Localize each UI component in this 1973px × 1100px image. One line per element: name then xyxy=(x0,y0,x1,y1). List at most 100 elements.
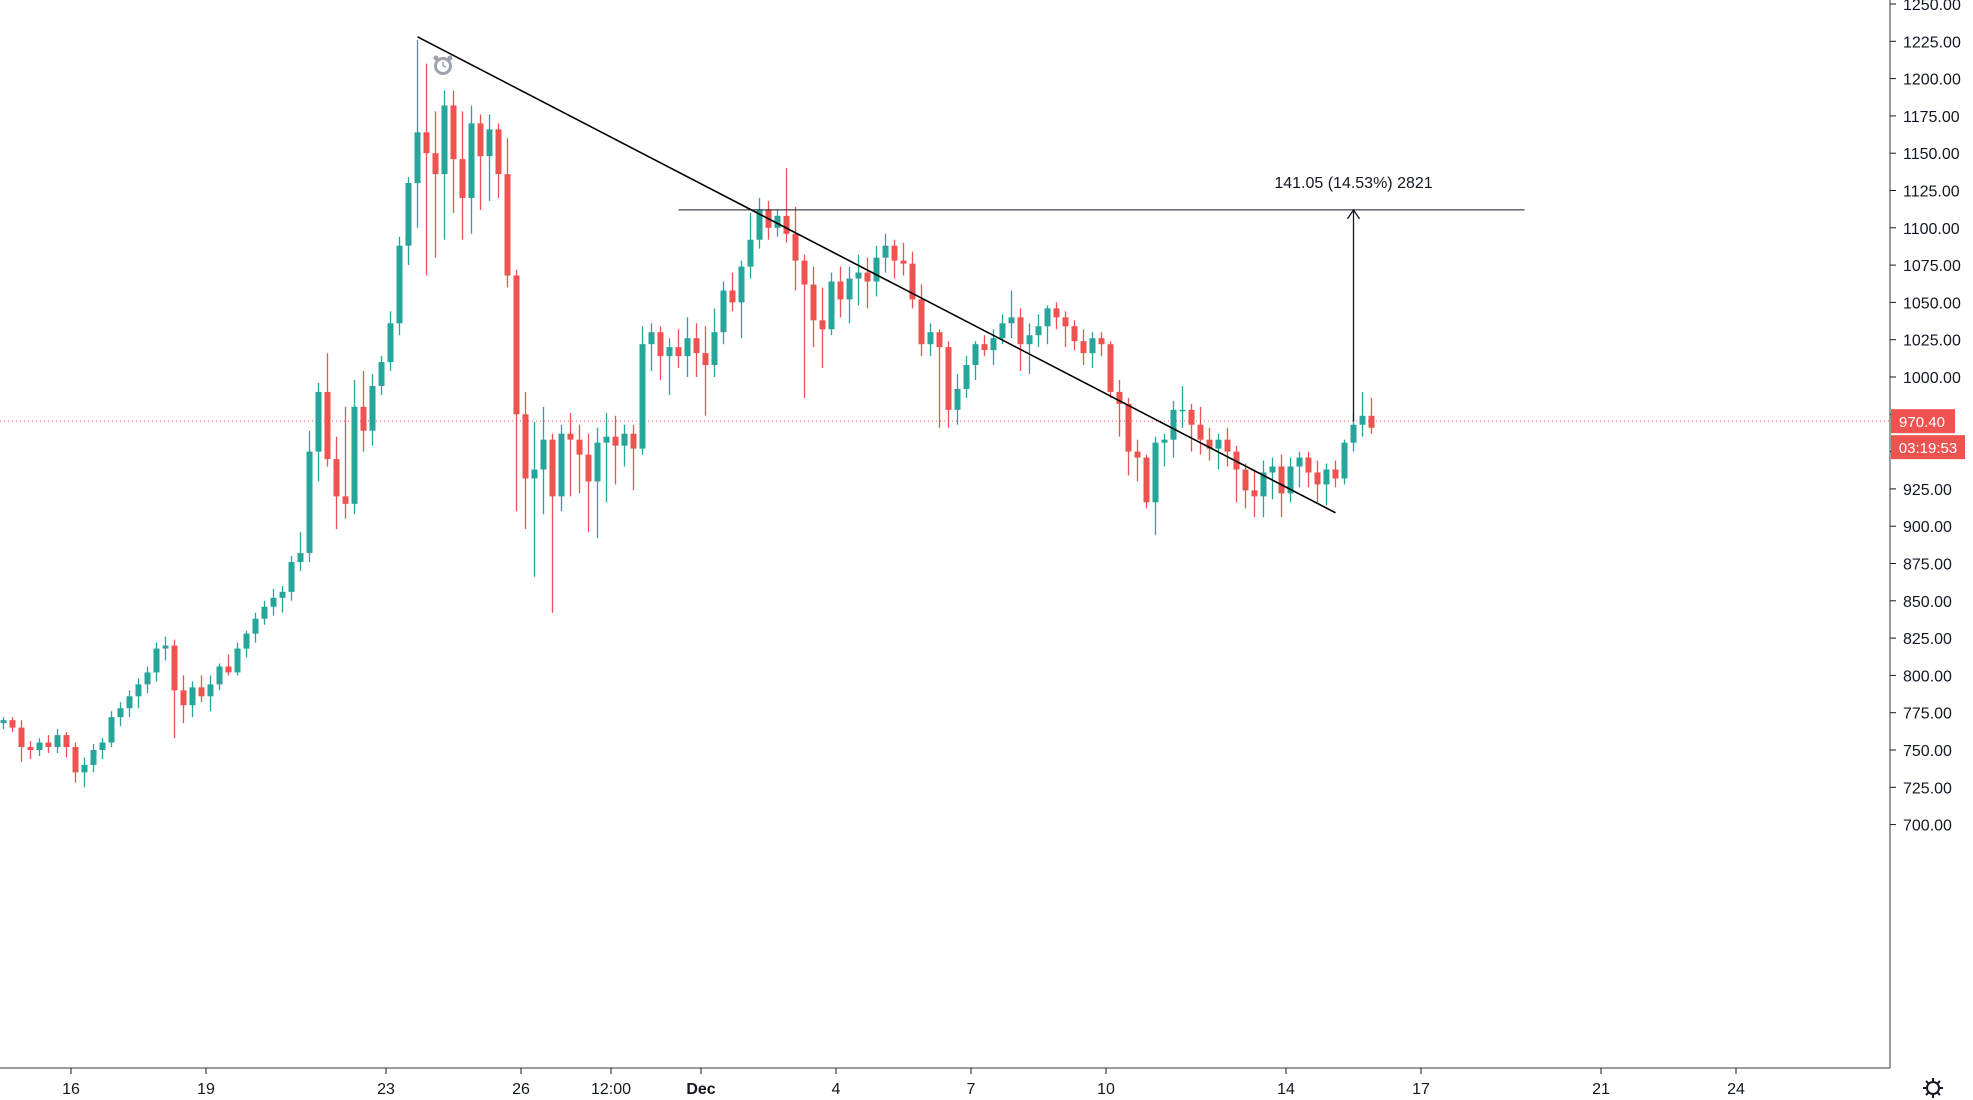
candle-body xyxy=(1251,490,1258,497)
candle-body xyxy=(495,129,502,175)
alarm-clock-icon[interactable] xyxy=(433,55,453,76)
candle-body xyxy=(180,690,187,706)
candle xyxy=(639,326,646,455)
candle-body xyxy=(216,666,223,685)
candle xyxy=(63,732,70,758)
candle-body xyxy=(189,687,196,706)
candle xyxy=(594,427,601,539)
candle-body xyxy=(306,451,313,554)
candle-body xyxy=(9,720,16,728)
candle xyxy=(369,374,376,446)
candle-body xyxy=(234,648,241,673)
candle xyxy=(549,433,556,613)
candle-body xyxy=(477,123,484,157)
candle-body xyxy=(1278,466,1285,494)
candle xyxy=(387,311,394,372)
time-tick-label: 16 xyxy=(62,1081,80,1098)
candle-body xyxy=(891,245,898,261)
candle-body xyxy=(1170,409,1177,440)
candle-body xyxy=(333,459,340,497)
candle xyxy=(1341,439,1348,485)
plot-area[interactable]: 141.05 (14.53%) 2821 xyxy=(0,36,1890,788)
candle-body xyxy=(720,290,727,333)
candle xyxy=(117,702,124,727)
candle xyxy=(1089,332,1096,369)
candle xyxy=(1071,320,1078,351)
candle-body xyxy=(558,433,565,497)
candle xyxy=(864,257,871,309)
candle xyxy=(351,379,358,515)
candle-body xyxy=(288,562,295,592)
candle-body xyxy=(414,132,421,184)
candle xyxy=(513,269,520,512)
candle xyxy=(333,436,340,530)
candle-body xyxy=(1242,469,1249,491)
price-tick-label: 775.00 xyxy=(1903,706,1952,723)
candle-body xyxy=(432,153,439,175)
candle-body xyxy=(225,666,232,673)
candle xyxy=(783,168,790,243)
price-tick-label: 750.00 xyxy=(1903,743,1952,760)
candle xyxy=(963,356,970,398)
candle-body xyxy=(837,281,844,300)
price-tick-label: 725.00 xyxy=(1903,780,1952,797)
candle-body xyxy=(1260,472,1267,497)
price-tick-label: 1200.00 xyxy=(1903,72,1961,89)
candle xyxy=(558,424,565,512)
price-tick-label: 875.00 xyxy=(1903,557,1952,574)
candle-body xyxy=(549,439,556,497)
candle xyxy=(1224,427,1231,467)
candle-body xyxy=(396,245,403,324)
candle-body xyxy=(657,332,664,357)
candle xyxy=(1044,305,1051,345)
last-price-badge: 970.40 xyxy=(1891,409,1955,434)
candle-body xyxy=(162,645,169,649)
candle-body xyxy=(621,433,628,446)
candle-body xyxy=(18,727,25,748)
price-axis[interactable]: 700.00 725.00 750.00 775.00 800.00 825.00 850.… xyxy=(1889,0,1965,1068)
candle xyxy=(909,251,916,309)
candle xyxy=(711,308,718,377)
time-axis[interactable]: 16 19 23 26 12:00 Dec 4 7 10 14 17 21 24 xyxy=(0,1067,1890,1098)
candle-body xyxy=(729,290,736,303)
candle-body xyxy=(675,347,682,357)
candle-body xyxy=(1053,308,1060,318)
candle xyxy=(828,272,835,336)
candle xyxy=(342,406,349,519)
candle xyxy=(1296,451,1303,488)
measure-arrow-head xyxy=(1346,208,1361,220)
candle xyxy=(1116,379,1123,437)
candle-body xyxy=(927,332,934,345)
candle xyxy=(486,114,493,201)
candle xyxy=(1125,397,1132,476)
candle xyxy=(450,90,457,213)
candle xyxy=(567,412,574,497)
candle-body xyxy=(747,239,754,267)
candle-body xyxy=(882,245,889,258)
candle xyxy=(747,212,754,279)
candle xyxy=(702,326,709,416)
candle-body xyxy=(315,391,322,452)
descending-trendline[interactable] xyxy=(417,36,1336,514)
candle-body xyxy=(369,385,376,431)
candle-body xyxy=(1206,439,1213,449)
candle xyxy=(1251,469,1258,518)
candle-body xyxy=(1008,317,1015,324)
candle xyxy=(477,114,484,210)
candle xyxy=(90,744,97,773)
candle xyxy=(1260,460,1267,518)
candle-body xyxy=(792,233,799,261)
gear-icon[interactable] xyxy=(1923,1078,1943,1098)
candle xyxy=(234,642,241,676)
candle-body xyxy=(918,299,925,345)
candle xyxy=(27,741,34,759)
candle-body xyxy=(144,672,151,685)
candle xyxy=(216,663,223,691)
candle xyxy=(1269,457,1276,500)
candle xyxy=(792,206,799,291)
candle xyxy=(1287,457,1294,503)
candle-body xyxy=(36,742,43,750)
price-range-measure[interactable]: 141.05 (14.53%) 2821 xyxy=(678,175,1525,422)
candle-body xyxy=(207,684,214,697)
